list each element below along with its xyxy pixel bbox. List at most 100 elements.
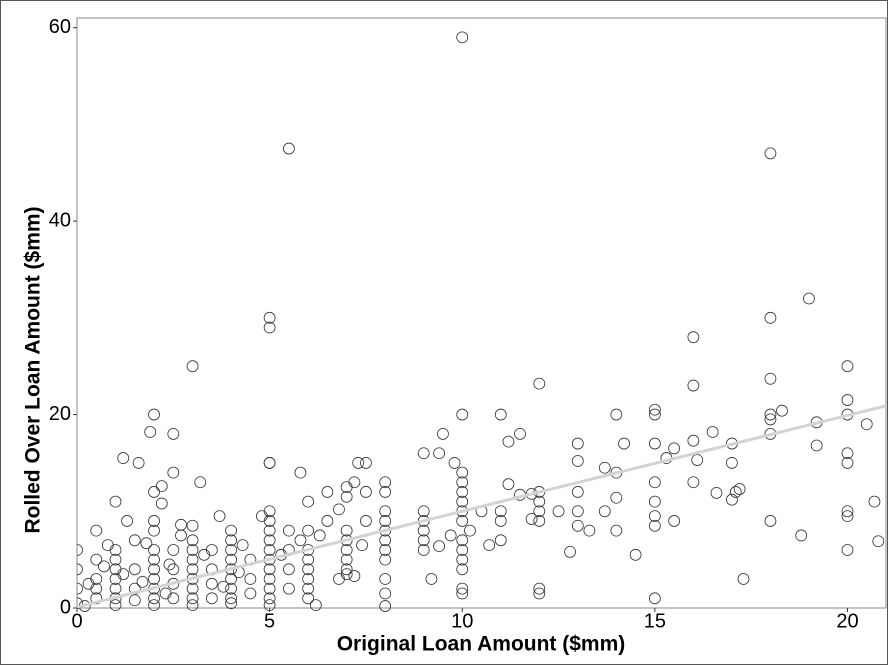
point xyxy=(872,535,885,548)
point xyxy=(795,529,808,542)
point xyxy=(379,553,392,566)
point xyxy=(213,510,226,523)
point xyxy=(433,447,446,460)
point xyxy=(706,426,719,438)
point xyxy=(618,437,630,450)
point xyxy=(198,548,211,561)
point xyxy=(294,534,307,547)
point xyxy=(456,486,469,498)
point xyxy=(552,505,565,518)
point xyxy=(598,505,611,518)
point xyxy=(225,573,237,585)
point xyxy=(186,553,199,566)
point xyxy=(263,563,276,576)
point xyxy=(302,592,315,605)
point xyxy=(456,466,469,479)
point xyxy=(77,597,83,610)
point xyxy=(494,534,507,547)
point xyxy=(225,544,237,556)
point xyxy=(77,563,83,576)
point xyxy=(109,599,122,611)
point xyxy=(333,503,345,516)
point xyxy=(687,476,700,489)
point xyxy=(571,519,584,532)
point xyxy=(502,435,515,448)
point xyxy=(217,580,230,593)
point xyxy=(348,570,361,582)
point xyxy=(205,577,218,590)
point xyxy=(525,513,538,525)
point xyxy=(687,434,700,447)
point xyxy=(236,539,249,552)
x-axis-title: Original Loan Amount ($mm) xyxy=(337,633,626,656)
point xyxy=(148,573,160,585)
point xyxy=(144,426,157,438)
point xyxy=(494,505,507,518)
point xyxy=(841,505,854,518)
point xyxy=(225,553,237,566)
point xyxy=(841,510,854,523)
point xyxy=(764,311,777,324)
point xyxy=(90,592,103,605)
point xyxy=(533,515,546,527)
point xyxy=(263,457,276,469)
point xyxy=(321,486,334,498)
point xyxy=(263,544,276,556)
point xyxy=(109,582,122,595)
point xyxy=(340,490,353,503)
point xyxy=(186,360,199,373)
point xyxy=(302,582,315,595)
point xyxy=(648,519,661,532)
point xyxy=(313,529,326,542)
point xyxy=(417,544,430,556)
point xyxy=(148,553,160,566)
point xyxy=(598,461,611,474)
point xyxy=(841,544,854,556)
point xyxy=(583,524,596,537)
point xyxy=(379,515,392,527)
point xyxy=(225,524,237,537)
point xyxy=(417,505,430,518)
point xyxy=(148,524,160,537)
point xyxy=(379,587,392,600)
point xyxy=(456,495,469,508)
point xyxy=(729,486,742,498)
point xyxy=(687,331,700,344)
point xyxy=(456,408,469,421)
point xyxy=(225,582,237,595)
point xyxy=(610,491,623,504)
y-tick-label: 20 xyxy=(49,403,71,425)
point xyxy=(571,455,584,467)
point xyxy=(263,311,276,324)
point xyxy=(571,437,584,450)
x-tick-label: 10 xyxy=(451,610,473,632)
point xyxy=(648,510,661,523)
point xyxy=(502,478,515,491)
point xyxy=(186,563,199,576)
point xyxy=(302,573,315,585)
point xyxy=(352,457,365,469)
point xyxy=(648,592,661,605)
point xyxy=(691,454,704,466)
point xyxy=(764,515,777,527)
point xyxy=(456,515,469,527)
point xyxy=(494,408,507,421)
point xyxy=(494,515,507,527)
point xyxy=(155,480,168,493)
point xyxy=(167,544,180,556)
point xyxy=(360,486,372,498)
point xyxy=(186,544,199,556)
point xyxy=(764,147,777,160)
point xyxy=(417,524,430,537)
point xyxy=(309,599,322,611)
point xyxy=(263,592,276,605)
point xyxy=(294,466,307,479)
point xyxy=(186,534,199,547)
point xyxy=(90,553,103,566)
point xyxy=(340,553,353,566)
point xyxy=(348,476,361,489)
point xyxy=(571,505,584,518)
point xyxy=(726,493,738,506)
